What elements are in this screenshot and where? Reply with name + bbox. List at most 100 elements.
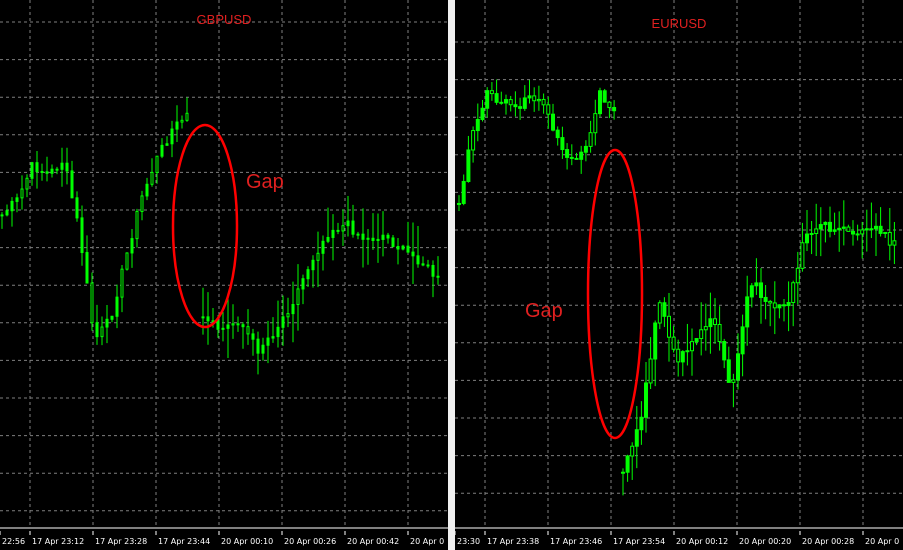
chart-title: EURUSD [652, 16, 707, 31]
candle-body [869, 228, 874, 231]
x-tick-label: 20 Apr 00:42 [347, 537, 399, 546]
x-tick-label: 20 Apr 0 [410, 537, 444, 546]
candle-body [361, 233, 365, 240]
candle-body [65, 162, 69, 172]
candle-body [671, 336, 676, 350]
eurusd-chart: EURUSD Gap 23:30 17 Apr 23:38 17 Apr 23:46… [455, 0, 903, 546]
candle-body [657, 302, 662, 324]
candle-body [892, 240, 897, 246]
candle-body [466, 149, 471, 182]
candle-body [356, 233, 360, 236]
candle-body [10, 200, 14, 212]
candle-body [30, 162, 34, 179]
candle-body [593, 113, 598, 134]
chart-title: GBPUSD [197, 12, 252, 27]
candle-body [694, 338, 699, 343]
candle-body [185, 112, 189, 121]
candle-body [241, 324, 245, 328]
candle-body [40, 170, 44, 173]
candle-body [518, 106, 523, 109]
candle-body [150, 172, 154, 185]
candle-body [421, 263, 425, 266]
candle-body [680, 351, 685, 363]
candle-body [551, 113, 555, 131]
candle-body [565, 149, 570, 158]
candle-body [648, 358, 653, 384]
candle-body [286, 313, 290, 318]
candle-body [579, 151, 584, 160]
candle-body [713, 318, 717, 325]
candle-body [708, 318, 713, 328]
gap-label: Gap [525, 300, 563, 322]
candle-body [546, 104, 551, 115]
candle-body [598, 90, 602, 115]
candle-body [805, 233, 809, 244]
candle-body [791, 282, 796, 303]
candle-body [406, 245, 410, 253]
candle-body [731, 379, 736, 383]
x-tick-label: 20 Apr 00:10 [221, 537, 273, 546]
candle-body [625, 455, 630, 473]
candle-body [90, 282, 94, 324]
x-tick-label: 20 Apr 00:28 [802, 537, 854, 546]
candle-body [607, 101, 612, 109]
candle-body [480, 107, 485, 120]
candle-body [145, 183, 149, 197]
candle-body [818, 224, 823, 230]
candle-body [236, 323, 240, 326]
candle-body [5, 210, 9, 216]
candle-body [800, 242, 805, 269]
candle-body [841, 226, 846, 229]
candle-body [754, 282, 759, 287]
candle-body [508, 99, 513, 106]
candle-body [431, 264, 435, 277]
candle-body [35, 162, 39, 172]
candle-body [457, 202, 461, 205]
candle-body [644, 382, 648, 418]
candle-body [828, 221, 832, 232]
candle-body [221, 327, 225, 330]
candle-body [321, 240, 325, 254]
candle-body [522, 97, 527, 109]
candle-body [436, 275, 440, 278]
gbpusd-chart: GBPUSD Gap 22:56 17 Apr 23:12 17 Apr 23:28… [0, 0, 448, 546]
candle-body [527, 95, 532, 99]
candle-body [777, 304, 782, 309]
candle-body [15, 197, 19, 202]
candle-body [301, 278, 305, 290]
candle-body [130, 238, 134, 254]
x-tick-label: 20 Apr 0 [865, 537, 899, 546]
x-tick-label: 22:56 [2, 537, 25, 546]
x-tick-label: 23:30 [457, 537, 480, 546]
candle-body [717, 323, 722, 342]
candle-body [216, 320, 220, 330]
candle-body [251, 333, 255, 340]
candle-body [80, 217, 84, 254]
candle-body [311, 259, 315, 271]
candle-body [726, 359, 731, 383]
candle-body [226, 324, 230, 329]
candle-body [271, 336, 275, 339]
candle-body [366, 237, 370, 240]
candle-body [887, 231, 892, 246]
candle-body [763, 296, 768, 302]
gap-ellipse [586, 148, 644, 440]
candle-body [855, 233, 860, 236]
candle-body [630, 445, 635, 457]
candle-body [401, 245, 405, 250]
candle-body [55, 168, 59, 171]
candle-body [266, 337, 270, 346]
candle-body [351, 220, 355, 235]
candle-body [70, 170, 74, 199]
candle-body [371, 237, 375, 241]
candle-body [461, 180, 466, 204]
candle-body [45, 171, 49, 174]
candle-body [513, 104, 518, 108]
candle-body [175, 121, 179, 130]
candle-body [165, 143, 169, 146]
candle-body [391, 237, 395, 247]
panel-divider [448, 0, 455, 550]
candle-body [541, 98, 546, 106]
candle-body [489, 90, 494, 95]
candle-body [211, 320, 215, 323]
